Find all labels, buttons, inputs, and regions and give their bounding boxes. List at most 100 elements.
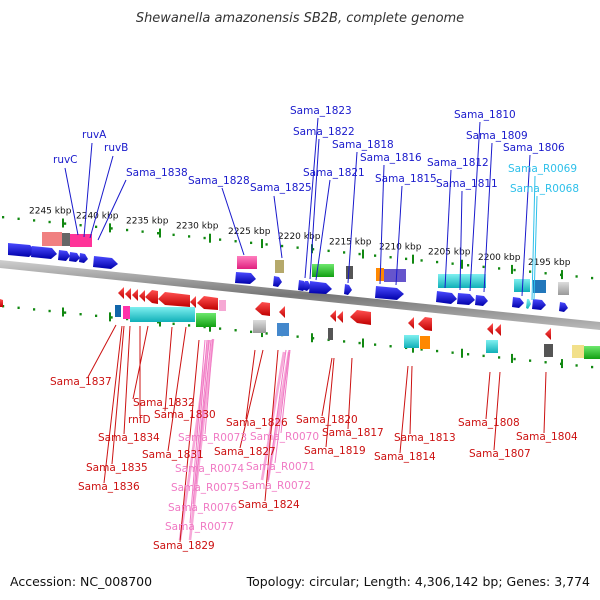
gene-label[interactable]: Sama_1827	[214, 446, 276, 458]
gene-label[interactable]: Sama_1816	[360, 152, 422, 164]
gene-label[interactable]: Sama_R0068	[510, 183, 579, 195]
gene-forward[interactable]	[558, 282, 569, 295]
gene-forward[interactable]	[8, 243, 36, 257]
gene-reverse[interactable]	[197, 296, 218, 310]
gene-reverse[interactable]	[486, 340, 498, 353]
gene-reverse[interactable]	[132, 289, 138, 301]
gene-ruv-block[interactable]	[42, 232, 62, 246]
gene-label[interactable]: Sama_1804	[516, 431, 578, 443]
gene-reverse[interactable]	[196, 313, 216, 327]
gene-reverse[interactable]	[118, 287, 124, 299]
gene-reverse[interactable]	[123, 306, 130, 319]
gene-forward[interactable]	[237, 256, 257, 269]
gene-reverse[interactable]	[255, 302, 270, 316]
gene-label[interactable]: Sama_1808	[458, 417, 520, 429]
gene-label[interactable]: Sama_1811	[436, 178, 498, 190]
gene-forward[interactable]	[512, 297, 524, 308]
gene-reverse[interactable]	[572, 345, 584, 358]
gene-label[interactable]: Sama_1810	[454, 109, 516, 121]
gene-label[interactable]: Sama_1834	[98, 432, 160, 444]
gene-label[interactable]: Sama_1823	[290, 105, 352, 117]
gene-label[interactable]: Sama_R0076	[168, 502, 237, 514]
gene-label[interactable]: Sama_R0070	[250, 431, 319, 443]
gene-forward[interactable]	[384, 269, 406, 282]
gene-reverse[interactable]	[279, 306, 285, 318]
gene-forward[interactable]	[532, 299, 546, 310]
gene-label[interactable]: Sama_1824	[238, 499, 300, 511]
gene-reverse[interactable]	[404, 335, 419, 348]
gene-label[interactable]: ruvA	[82, 129, 107, 141]
gene-label[interactable]: Sama_1806	[503, 142, 565, 154]
gene-forward[interactable]	[438, 274, 486, 288]
gene-label[interactable]: Sama_1835	[86, 462, 148, 474]
gene-forward[interactable]	[31, 246, 57, 259]
gene-forward[interactable]	[79, 253, 88, 263]
gene-forward[interactable]	[235, 272, 256, 284]
gene-forward[interactable]	[559, 302, 568, 312]
gene-label[interactable]: Sama_1836	[78, 481, 140, 493]
gene-label[interactable]: Sama_R0073	[178, 432, 247, 444]
gene-reverse[interactable]	[337, 311, 343, 323]
gene-label[interactable]: Sama_1826	[226, 417, 288, 429]
gene-forward[interactable]	[533, 280, 546, 293]
gene-forward[interactable]	[526, 299, 531, 309]
gene-label[interactable]: Sama_1809	[466, 130, 528, 142]
gene-reverse[interactable]	[418, 317, 432, 331]
gene-label[interactable]: Sama_1817	[322, 427, 384, 439]
gene-label[interactable]: Sama_1825	[250, 182, 312, 194]
gene-forward[interactable]	[475, 295, 488, 306]
gene-label[interactable]: Sama_1832	[133, 397, 195, 409]
gene-label[interactable]: Sama_1829	[153, 540, 215, 552]
gene-reverse[interactable]	[115, 305, 121, 317]
gene-reverse[interactable]	[145, 290, 158, 304]
gene-reverse[interactable]	[408, 317, 414, 329]
gene-reverse[interactable]	[219, 300, 226, 311]
gene-label[interactable]: Sama_1837	[50, 376, 112, 388]
gene-forward[interactable]	[436, 291, 457, 304]
gene-label[interactable]: Sama_R0074	[175, 463, 244, 475]
gene-reverse[interactable]	[158, 292, 190, 307]
gene-label[interactable]: Sama_1820	[296, 414, 358, 426]
gene-forward[interactable]	[93, 256, 118, 269]
gene-reverse[interactable]	[584, 346, 600, 359]
gene-forward[interactable]	[346, 266, 353, 279]
gene-reverse[interactable]	[277, 323, 289, 336]
gene-label[interactable]: Sama_R0071	[246, 461, 315, 473]
gene-forward[interactable]	[273, 276, 282, 287]
gene-label[interactable]: ruvB	[104, 142, 128, 154]
gene-label[interactable]: Sama_1828	[188, 175, 250, 187]
gene-label[interactable]: Sama_R0069	[508, 163, 577, 175]
gene-label[interactable]: Sama_1812	[427, 157, 489, 169]
gene-label[interactable]: Sama_1821	[303, 167, 365, 179]
gene-label[interactable]: Sama_1807	[469, 448, 531, 460]
gene-forward[interactable]	[275, 260, 284, 273]
gene-label[interactable]: Sama_1838	[126, 167, 188, 179]
gene-forward[interactable]	[312, 264, 334, 277]
gene-reverse[interactable]	[328, 328, 333, 340]
gene-reverse[interactable]	[487, 323, 493, 335]
gene-reverse[interactable]	[190, 296, 196, 308]
gene-label[interactable]: ruvC	[53, 154, 78, 166]
gene-forward[interactable]	[457, 293, 475, 305]
gene-label[interactable]: Sama_1830	[154, 409, 216, 421]
gene-reverse[interactable]	[130, 307, 195, 322]
gene-forward[interactable]	[375, 286, 404, 300]
gene-label[interactable]: Sama_1815	[375, 173, 437, 185]
gene-reverse[interactable]	[545, 328, 551, 340]
gene-reverse[interactable]	[0, 299, 3, 307]
gene-label[interactable]: Sama_1813	[394, 432, 456, 444]
gene-ruv-block[interactable]	[70, 234, 92, 247]
gene-forward[interactable]	[514, 279, 530, 292]
gene-ruv-block[interactable]	[62, 233, 70, 246]
gene-reverse[interactable]	[125, 288, 131, 300]
gene-forward[interactable]	[58, 250, 70, 261]
gene-label[interactable]: rnfD	[128, 414, 151, 426]
gene-label[interactable]: Sama_R0075	[171, 482, 240, 494]
gene-label[interactable]: Sama_R0077	[165, 521, 234, 533]
gene-reverse[interactable]	[544, 344, 553, 357]
gene-label[interactable]: Sama_1818	[332, 139, 394, 151]
gene-forward[interactable]	[304, 281, 311, 291]
gene-label[interactable]: Sama_1819	[304, 445, 366, 457]
gene-reverse[interactable]	[253, 320, 266, 333]
gene-forward[interactable]	[309, 281, 332, 294]
